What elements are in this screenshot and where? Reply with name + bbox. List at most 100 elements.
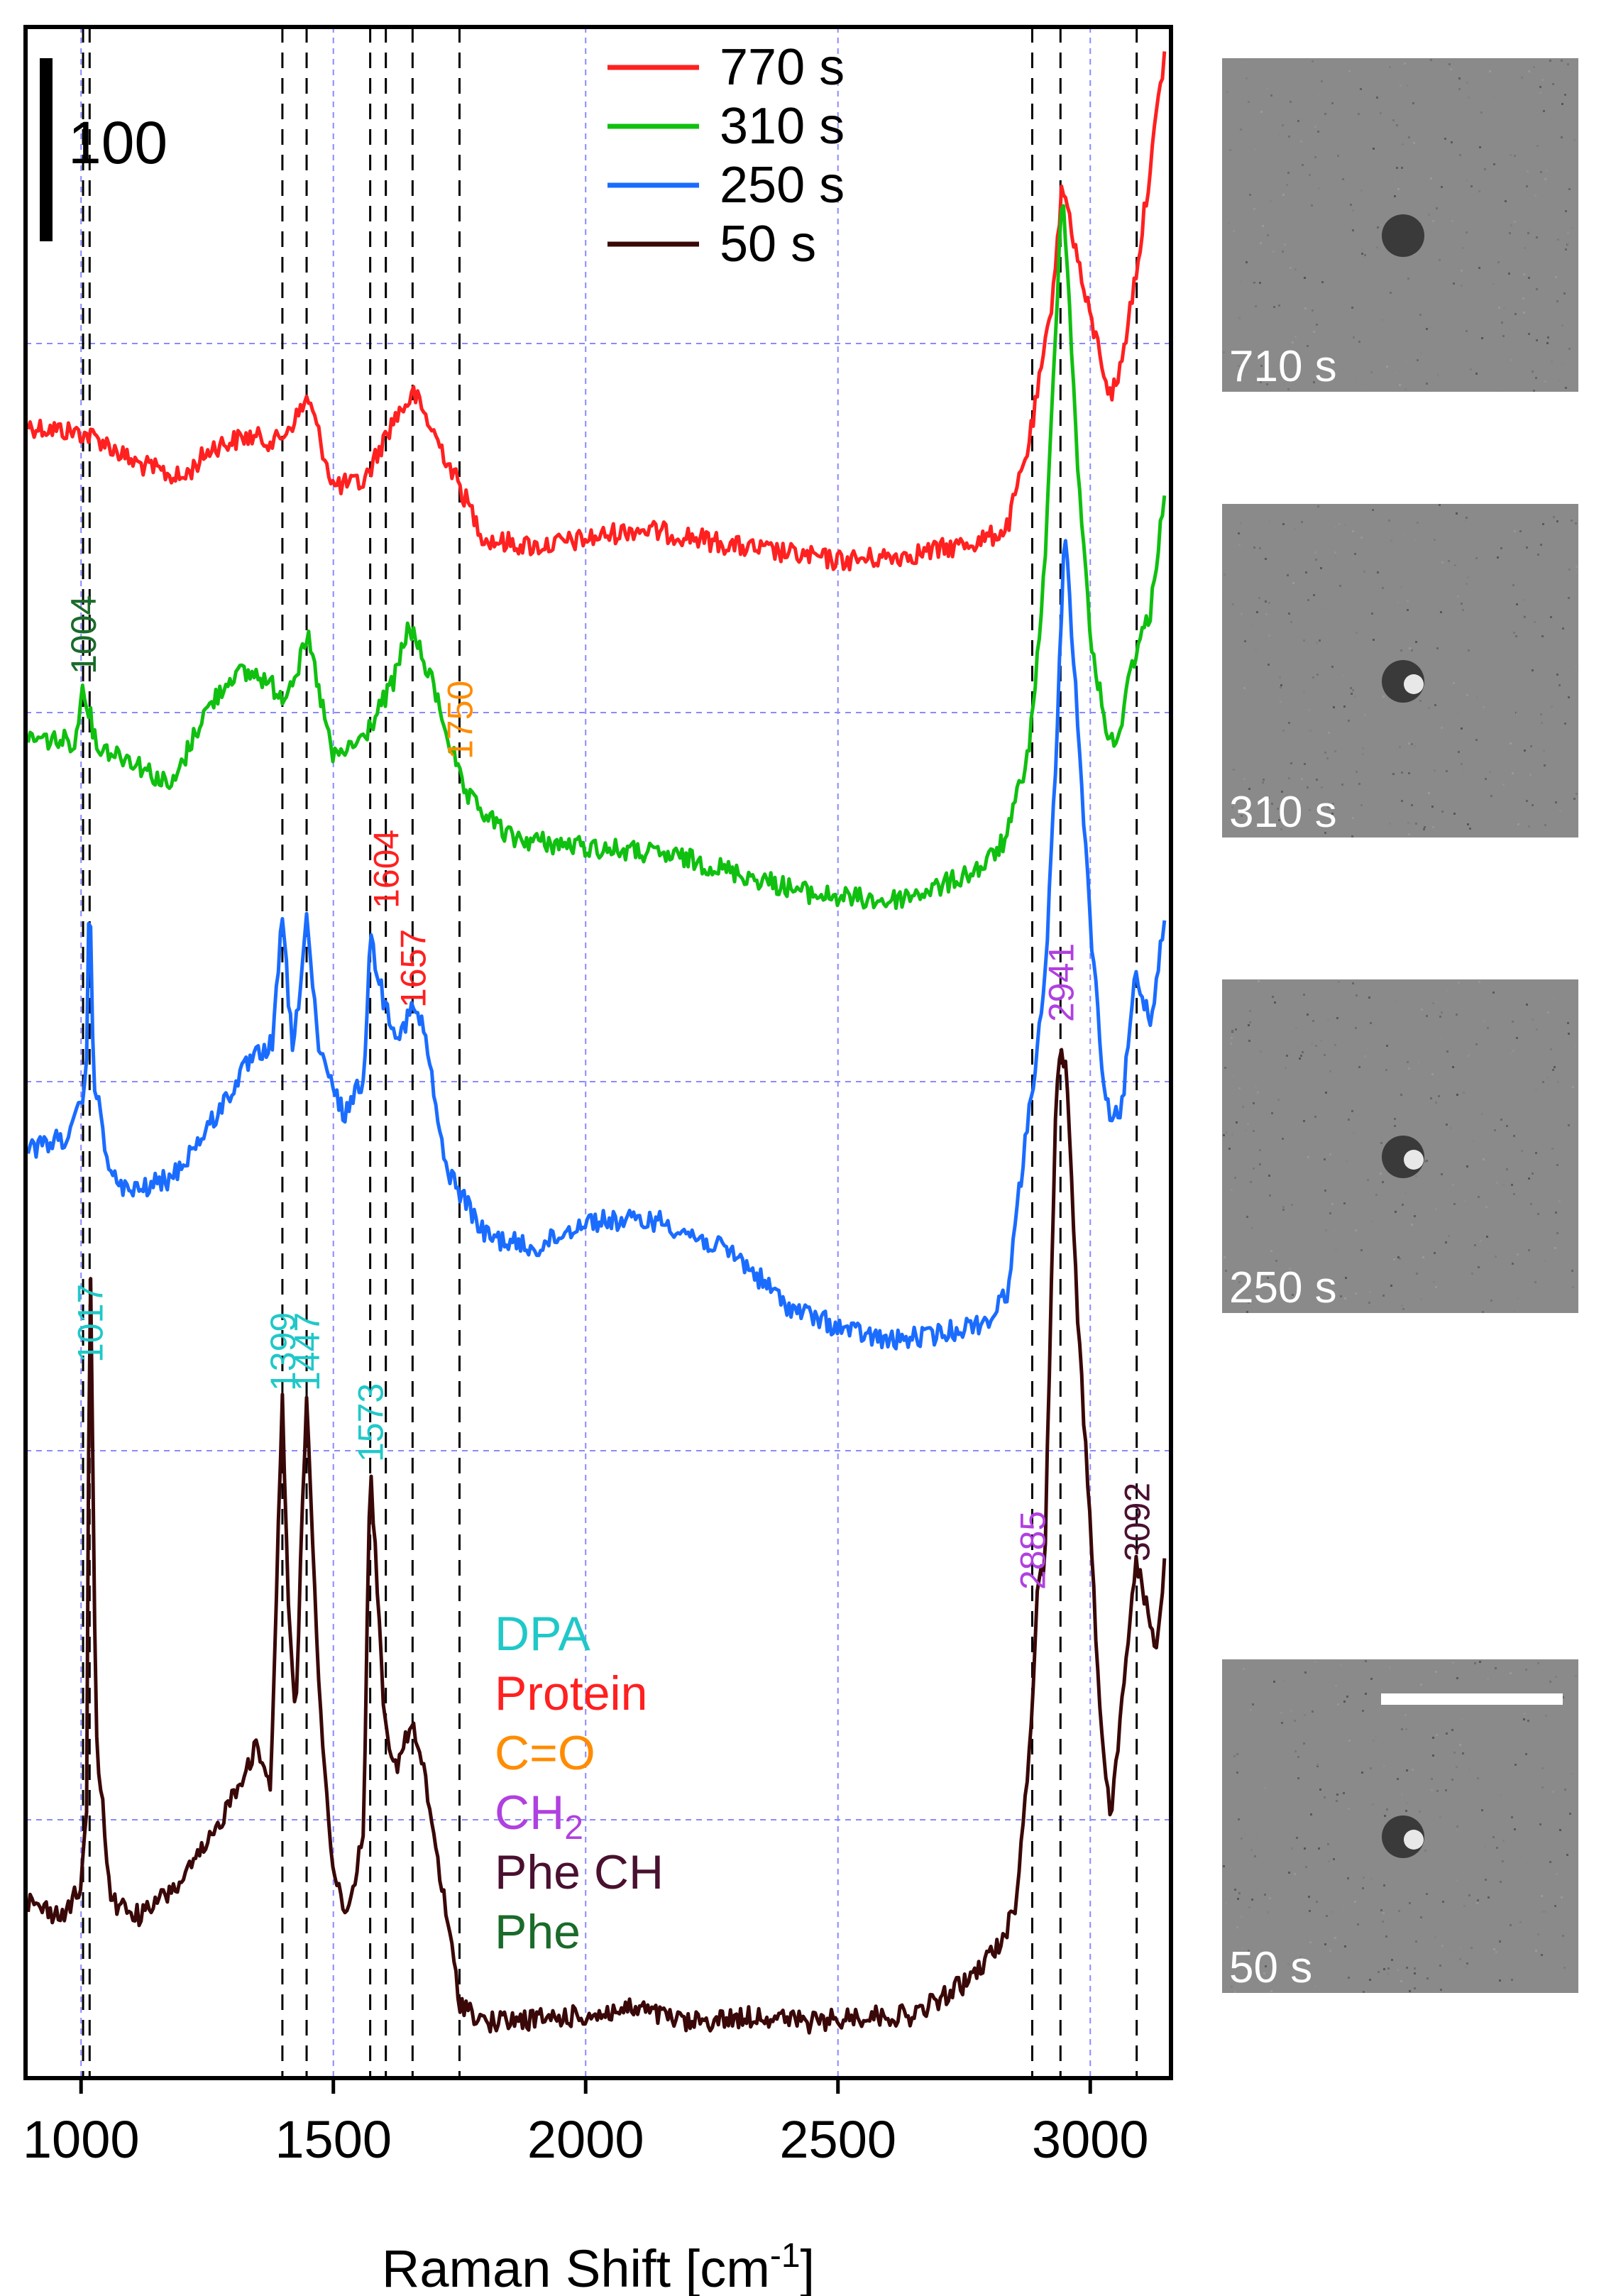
panel-noise: [1310, 1813, 1312, 1816]
panel-noise: [1302, 1051, 1304, 1053]
panel-noise: [1442, 1901, 1444, 1903]
panel-noise: [1413, 142, 1415, 144]
panel-noise: [1456, 711, 1458, 713]
panel-noise: [1542, 523, 1544, 525]
panel-noise: [1304, 1714, 1306, 1716]
panel-noise: [1493, 163, 1495, 165]
panel-noise: [1561, 324, 1563, 326]
panel-noise: [1316, 674, 1319, 676]
panel-noise: [1419, 352, 1422, 354]
panel-noise: [1401, 1728, 1403, 1730]
peak-label-1657: 1657: [393, 929, 433, 1008]
panel-noise: [1352, 689, 1354, 691]
panel-noise: [1352, 1740, 1354, 1742]
panel-noise: [1470, 368, 1472, 370]
panel-noise: [1562, 1935, 1564, 1937]
panel-noise: [1551, 705, 1553, 708]
panel-noise: [1312, 309, 1314, 312]
panel-noise: [1238, 532, 1240, 534]
panel-noise: [1309, 1910, 1311, 1912]
panel-noise: [1327, 1843, 1329, 1845]
panel-noise: [1265, 613, 1268, 615]
panel-noise: [1381, 319, 1383, 321]
panel-noise: [1544, 824, 1546, 826]
panel-noise: [1517, 1253, 1519, 1256]
panel-noise: [1304, 1847, 1306, 1850]
panel-noise: [1521, 1150, 1523, 1152]
panel-noise: [1331, 1203, 1334, 1205]
panel-noise: [1528, 1249, 1530, 1251]
panel-noise: [1435, 1286, 1437, 1288]
panel-noise: [1409, 1902, 1411, 1904]
panel-noise: [1540, 544, 1542, 546]
x-axis-label: Raman Shift [cm-1]: [382, 2237, 815, 2296]
panel-noise: [1303, 1120, 1305, 1122]
panel-noise: [1541, 1895, 1543, 1897]
legend-label-310s: 310 s: [720, 98, 845, 155]
panel-noise: [1544, 1260, 1546, 1262]
panel-noise: [1377, 571, 1379, 573]
panel-noise: [1280, 686, 1282, 688]
x-axis-label-main: Raman Shift [cm: [382, 2239, 770, 2296]
panel-noise: [1453, 282, 1455, 285]
panel-noise: [1240, 280, 1242, 282]
panel-noise: [1544, 764, 1546, 767]
panel-noise: [1468, 1055, 1470, 1057]
panel-noise: [1362, 753, 1364, 755]
panel-noise: [1430, 59, 1432, 61]
peak-label-1004: 1004: [64, 595, 104, 674]
panel-noise: [1288, 777, 1290, 779]
panel-noise: [1313, 331, 1315, 333]
panel-noise: [1419, 700, 1422, 702]
panel-noise: [1253, 1168, 1255, 1170]
peak-label-1447: 1447: [287, 1312, 327, 1391]
panel-noise: [1383, 1119, 1385, 1121]
panel-image: [1222, 1659, 1578, 1993]
panel-noise: [1284, 532, 1286, 534]
panel-noise: [1307, 345, 1309, 347]
panel-noise: [1368, 996, 1370, 999]
panel-noise: [1319, 808, 1321, 811]
x-tick-label-3000: 3000: [1032, 2110, 1149, 2169]
panel-noise: [1321, 991, 1324, 993]
panel-noise: [1556, 674, 1558, 676]
panel-noise: [1523, 1718, 1525, 1720]
panel-noise: [1450, 1127, 1452, 1129]
panel-noise: [1282, 1206, 1285, 1208]
panel-noise: [1567, 1022, 1569, 1024]
panel-noise: [1268, 664, 1270, 666]
panel-noise: [1297, 1756, 1299, 1758]
panel-noise: [1523, 599, 1525, 601]
panel-noise: [1466, 633, 1468, 635]
panel-noise: [1316, 1764, 1319, 1766]
panel-noise: [1441, 811, 1444, 813]
panel-noise: [1286, 184, 1288, 186]
panel-noise: [1468, 97, 1470, 99]
panel-noise: [1428, 707, 1430, 709]
panel-noise: [1354, 553, 1356, 555]
panel-noise: [1248, 101, 1250, 103]
panel-label: 50 s: [1229, 1943, 1313, 1992]
panel-noise: [1331, 813, 1334, 815]
panel-noise: [1575, 666, 1577, 668]
panel-noise: [1514, 313, 1517, 315]
panel-noise: [1389, 66, 1391, 68]
panel-noise: [1427, 83, 1429, 85]
panel-noise: [1255, 649, 1257, 651]
panel-noise: [1390, 814, 1392, 816]
panel-noise: [1259, 282, 1261, 284]
panel-noise: [1304, 307, 1307, 309]
panel-noise: [1525, 273, 1527, 275]
panel-noise: [1458, 77, 1461, 79]
panel-noise: [1313, 381, 1315, 383]
panel-noise: [1382, 1181, 1384, 1183]
panel-noise: [1522, 1119, 1524, 1121]
panel-noise: [1506, 1168, 1508, 1170]
panel-noise: [1545, 1715, 1547, 1717]
panel-noise: [1329, 1950, 1331, 1952]
panel-noise: [1360, 88, 1362, 90]
x-tick-label-2000: 2000: [527, 2110, 644, 2169]
panel-noise: [1327, 1019, 1329, 1021]
panel-noise: [1287, 172, 1290, 174]
panel-noise: [1456, 1829, 1458, 1831]
